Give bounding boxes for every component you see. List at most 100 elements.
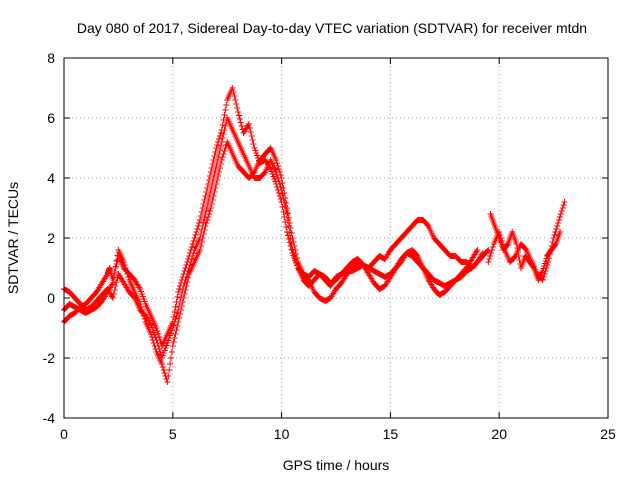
data-point	[204, 203, 211, 209]
data-point	[221, 112, 228, 118]
data-point	[208, 201, 215, 207]
data-point	[166, 367, 173, 373]
data-point	[190, 238, 197, 244]
data-point	[219, 154, 226, 160]
data-point	[279, 180, 286, 186]
data-point	[206, 173, 213, 179]
data-point	[189, 253, 196, 259]
data-point	[180, 283, 187, 289]
data-point	[229, 85, 236, 91]
data-point	[557, 211, 564, 217]
data-point	[274, 175, 281, 181]
data-point	[504, 242, 511, 248]
data-point	[181, 280, 188, 286]
data-point	[201, 215, 208, 221]
data-point	[200, 201, 207, 207]
data-point	[292, 256, 299, 262]
x-tick-label: 10	[274, 426, 290, 442]
data-point	[123, 268, 130, 274]
data-point	[246, 125, 253, 131]
data-point	[207, 205, 214, 211]
data-point	[156, 346, 163, 352]
data-point	[279, 204, 286, 210]
data-point	[560, 202, 567, 208]
data-point	[276, 181, 283, 187]
data-point	[559, 205, 566, 211]
data-point	[158, 361, 165, 367]
data-point	[192, 232, 199, 238]
data-point	[199, 223, 206, 229]
data-point	[160, 367, 167, 373]
data-point	[188, 244, 195, 250]
data-point	[238, 123, 245, 129]
data-point	[204, 185, 211, 191]
grid-lines	[64, 58, 608, 418]
data-point	[212, 149, 219, 155]
data-point	[183, 274, 190, 280]
data-point	[186, 265, 193, 271]
data-point	[212, 185, 219, 191]
data-point	[177, 311, 184, 317]
data-point	[193, 229, 200, 235]
y-tick-label: 0	[47, 290, 55, 306]
data-point	[513, 241, 520, 247]
data-point	[188, 256, 195, 262]
data-point	[275, 190, 282, 196]
data-point	[215, 173, 222, 179]
data-point	[202, 193, 209, 199]
series-track-5	[487, 211, 564, 283]
data-point	[278, 187, 285, 193]
data-point	[287, 235, 294, 241]
data-point	[213, 181, 220, 187]
data-point	[223, 102, 230, 108]
data-point	[561, 199, 568, 205]
y-tick-label: 8	[47, 50, 55, 66]
data-point	[205, 181, 212, 187]
data-point	[206, 191, 213, 197]
data-point	[219, 135, 226, 141]
data-point	[173, 313, 180, 319]
data-point	[486, 256, 493, 262]
data-point	[554, 223, 561, 229]
y-tick-label: -2	[43, 350, 56, 366]
data-point	[217, 161, 224, 167]
data-point	[208, 183, 215, 189]
series-track-3	[61, 115, 486, 361]
y-tick-label: 2	[47, 230, 55, 246]
data-point	[217, 143, 224, 149]
data-point	[169, 325, 176, 331]
data-point	[222, 123, 229, 129]
data-point	[109, 295, 116, 301]
data-point	[213, 163, 220, 169]
data-point	[172, 304, 179, 310]
data-point	[273, 157, 280, 163]
data-point	[249, 137, 256, 143]
data-point	[210, 175, 217, 181]
data-point	[215, 155, 222, 161]
data-point	[113, 258, 120, 264]
data-point	[112, 263, 119, 270]
data-point	[210, 157, 217, 163]
data-point	[232, 97, 239, 103]
data-point	[484, 248, 491, 254]
data-point	[277, 184, 284, 190]
data-point	[485, 259, 492, 265]
data-point	[201, 197, 208, 203]
data-point	[209, 197, 216, 203]
data-point	[176, 303, 183, 309]
data-point	[279, 191, 286, 197]
data-point	[171, 335, 178, 341]
x-tick-label: 25	[600, 426, 616, 442]
data-point	[187, 262, 194, 268]
data-point	[216, 147, 223, 153]
x-tick-label: 15	[383, 426, 399, 442]
data-point	[197, 235, 203, 241]
data-point	[206, 195, 213, 201]
data-point	[206, 177, 213, 183]
data-point	[281, 214, 288, 220]
data-point	[109, 280, 116, 286]
data-point	[216, 165, 223, 171]
y-tick-label: 6	[47, 110, 55, 126]
data-point	[275, 178, 282, 184]
